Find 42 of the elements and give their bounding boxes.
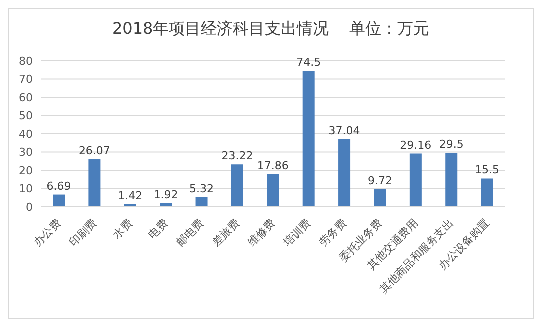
bar	[481, 178, 494, 207]
data-label: 23.22	[222, 150, 254, 163]
data-label: 1.42	[118, 189, 143, 202]
bar	[302, 71, 315, 207]
y-tick-label: 0	[26, 200, 33, 214]
bar	[374, 189, 386, 207]
x-tick-label: 办公费	[31, 216, 64, 250]
data-label: 1.92	[154, 188, 178, 202]
x-tick-label: 电费	[146, 216, 171, 242]
x-tick-label: 差旅费	[210, 216, 242, 250]
bar	[267, 174, 280, 207]
y-tick-label: 30	[19, 146, 33, 160]
x-tick-label: 印刷费	[66, 216, 100, 250]
x-tick-label: 培训费	[280, 216, 314, 250]
data-label: 29.5	[439, 138, 464, 152]
data-label: 37.04	[328, 124, 360, 138]
data-label: 17.86	[257, 159, 289, 172]
bar	[338, 139, 351, 207]
bar	[231, 164, 244, 207]
data-label: 15.5	[475, 164, 500, 177]
bar	[410, 154, 422, 207]
y-tick-label: 70	[19, 73, 33, 86]
data-label: 9.72	[368, 174, 392, 188]
bar	[53, 194, 65, 207]
bar	[446, 153, 458, 207]
y-tick-label: 50	[19, 110, 33, 123]
data-label: 29.16	[400, 138, 432, 152]
x-tick-label: 维修费	[245, 216, 278, 250]
bar	[88, 159, 101, 207]
y-tick-label: 60	[19, 91, 33, 104]
data-label: 74.5	[296, 56, 322, 70]
y-tick-label: 10	[19, 182, 33, 196]
x-tick-label: 水费	[110, 216, 136, 242]
y-tick-label: 80	[19, 54, 33, 68]
data-label: 5.32	[190, 182, 214, 196]
x-tick-label: 邮电费	[174, 216, 207, 250]
data-label: 26.07	[78, 144, 110, 158]
bar	[196, 197, 208, 207]
y-tick-label: 20	[19, 164, 33, 178]
data-label: 6.69	[46, 180, 72, 193]
y-tick-label: 40	[19, 128, 33, 141]
chart-title: 2018年项目经济科目支出情况 单位：万元	[111, 18, 431, 40]
